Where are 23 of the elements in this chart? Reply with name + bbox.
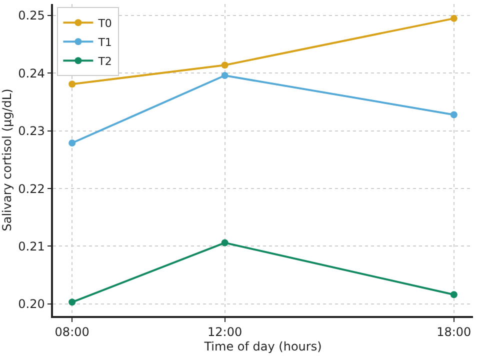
point	[68, 139, 76, 146]
x-tick-label: 08:00	[54, 325, 90, 340]
legend-label: T2	[97, 54, 112, 68]
point	[68, 298, 76, 306]
y-tick-label: 0.20	[18, 297, 45, 312]
point	[221, 239, 228, 246]
y-tick-label: 0.21	[18, 239, 45, 254]
x-tick-label: 18:00	[436, 325, 472, 340]
y-tick-label: 0.25	[18, 8, 45, 23]
y-tick-label: 0.23	[18, 124, 45, 138]
legend-label: T1	[97, 36, 112, 49]
y-tick-label: 0.22	[18, 182, 45, 196]
x-axis-title: Time of day (hours)	[203, 340, 322, 354]
point	[450, 291, 458, 298]
point	[221, 72, 228, 80]
point	[221, 62, 228, 69]
point	[68, 80, 76, 88]
y-tick-label: 0.24	[18, 66, 45, 80]
point	[450, 111, 458, 118]
y-axis-title: Salivary cortisol (µg/dL)	[0, 88, 14, 232]
x-tick-label: 12:00	[208, 325, 242, 340]
point	[450, 14, 458, 22]
legend-label: T0	[97, 16, 112, 30]
